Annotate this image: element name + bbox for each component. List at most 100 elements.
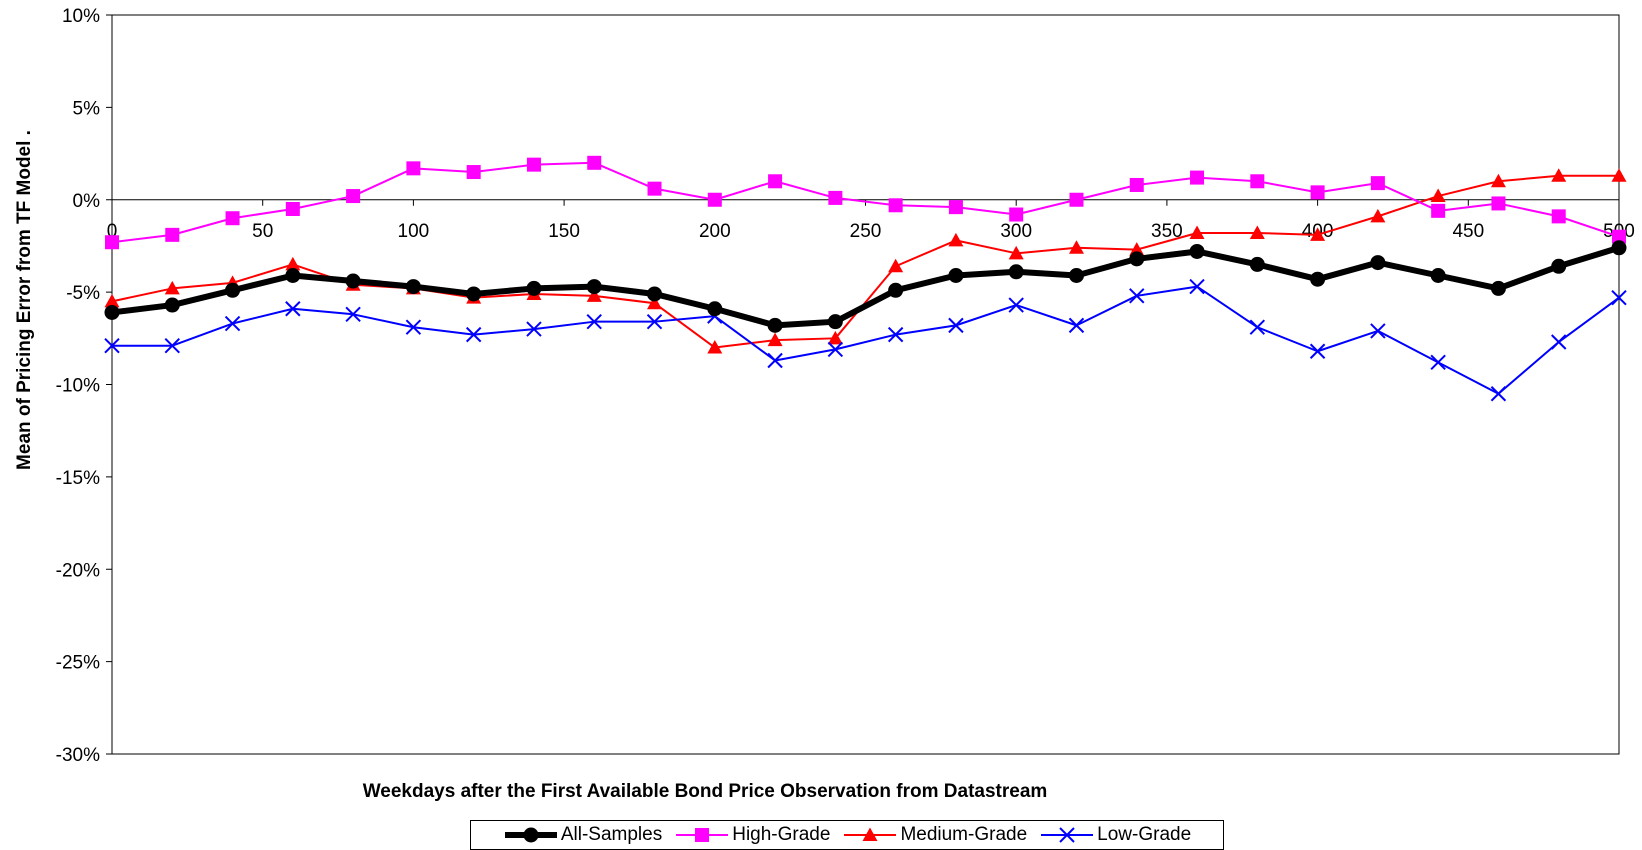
medium-grade-point [285,256,301,271]
all-samples-point [1189,243,1205,259]
low-grade-point [1490,386,1507,402]
high-grade-point [1009,207,1024,222]
low-grade-point [104,337,120,354]
medium-grade-line [111,174,1619,349]
medium-grade-point [647,295,663,310]
y-tick-label: -10% [56,376,100,397]
low-grade-point [1249,319,1266,335]
medium-grade-point [707,340,723,354]
y-tick-label: -15% [56,468,100,489]
all-samples-point [1370,255,1386,271]
all-samples-point [1249,256,1265,272]
high-grade-point [1612,229,1626,244]
all-samples-point [707,301,723,317]
medium-grade-point [1370,208,1386,223]
all-samples-point [285,267,301,283]
medium-grade-point [767,332,783,347]
low-grade-point [948,317,964,334]
all-samples-point [345,273,361,289]
low-grade-point [1370,323,1386,339]
high-grade-point [1250,174,1265,189]
high-grade-point [768,174,783,189]
all-samples-point [1310,271,1326,287]
high-grade-line [111,161,1620,244]
all-samples-point [1129,251,1145,267]
legend-swatch-high-grade [676,828,729,842]
series-layer [104,155,1627,402]
medium-grade-point [164,280,180,295]
medium-grade-point [1008,245,1024,260]
legend-item-low-grade: Low-Grade [1039,823,1191,847]
high-grade-point [1310,185,1325,200]
low-grade-point [1611,289,1627,306]
legend-item-all-samples: All-Samples [503,823,662,847]
high-grade-point [1129,177,1144,192]
low-grade-point [164,337,180,354]
all-samples-point [586,279,602,295]
high-grade-point [647,181,662,196]
low-grade-point [887,326,904,343]
all-samples-point [888,282,904,298]
y-tick-label: 5% [73,98,101,119]
medium-grade-point [1068,240,1084,254]
low-grade-point [1129,288,1145,304]
medium-grade-point [1611,168,1627,182]
x-axis-ticks: 050100150200250300350400450500 [107,199,1635,242]
legend-marker [1059,827,1075,843]
high-grade-point [406,161,421,176]
all-samples-point [827,314,843,330]
all-samples-point [1008,264,1024,280]
x-tick-label: 150 [548,221,580,242]
all-samples-point [405,279,421,295]
medium-grade-point [1430,188,1446,203]
all-samples-point [1490,280,1506,296]
low-grade-point [1309,343,1326,359]
x-tick-label: 50 [252,221,273,242]
all-samples-point [164,297,180,313]
x-tick-label: 300 [1000,221,1032,242]
high-grade-point [1431,203,1446,218]
high-grade-point [1190,170,1205,185]
high-grade-point [1370,176,1385,191]
low-grade-point [646,313,663,330]
y-axis-title: Mean of Pricing Error from TF Model . [14,130,35,470]
x-tick-label: 100 [398,221,430,242]
low-grade-point [1430,354,1446,371]
all-samples-point [466,286,482,302]
low-grade-point [405,319,422,335]
legend-swatch-low-grade [1041,827,1094,843]
x-tick-label: 350 [1151,221,1183,242]
legend: All-Samples High-Grade Medium-Grade Low-Gra… [470,820,1224,850]
y-axis-ticks: -30% -25% -20% -15% -10% -5% 0% 5% 10% [56,6,112,766]
medium-grade-point [1129,242,1145,256]
x-tick-label: 200 [699,221,731,242]
line-chart: -30% -25% -20% -15% -10% -5% 0% 5% 10% 0 50 100 150… [14,6,1635,802]
high-grade-point [587,155,602,170]
all-samples-point [526,280,542,296]
medium-grade-point [1490,173,1506,188]
all-samples-point [1551,258,1567,274]
plot-area [111,14,1620,755]
all-samples-point [225,282,241,298]
legend-label: High-Grade [732,824,831,845]
legend-label: Low-Grade [1097,824,1192,845]
low-grade-point [827,341,844,358]
x-tick-label: 250 [850,221,882,242]
legend-swatch-medium-grade [844,827,897,841]
all-samples-point [948,267,964,283]
high-grade-point [948,200,963,215]
low-grade-point [345,306,361,323]
low-grade-point [1551,334,1567,350]
all-samples-point [647,286,663,302]
high-grade-point [1069,192,1084,207]
all-samples-line [111,244,1620,329]
all-samples-point [1068,267,1084,283]
medium-grade-point [586,288,602,302]
low-grade-point [586,313,602,330]
low-grade-point [767,352,783,369]
y-tick-label: 10% [62,6,100,27]
high-grade-point [285,201,300,216]
high-grade-point [1491,196,1506,211]
series-all-samples [104,240,1627,333]
legend-item-medium-grade: Medium-Grade [842,823,1027,847]
